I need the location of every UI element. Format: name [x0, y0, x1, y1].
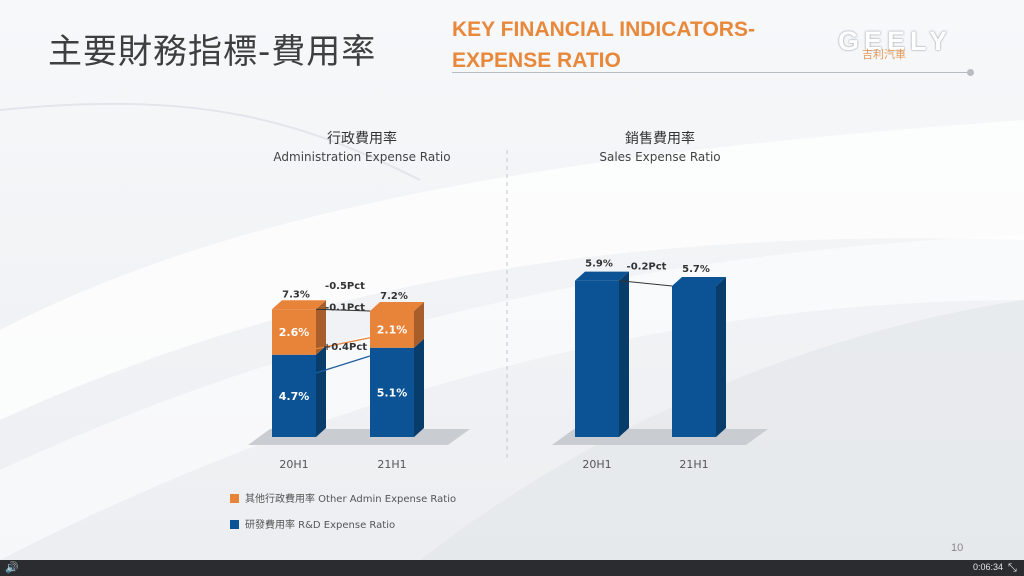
- legend-item-other-admin: 其他行政費用率 Other Admin Expense Ratio: [230, 490, 456, 505]
- chart1-category-1: 21H1: [377, 458, 406, 471]
- chart1-label-other-0: 2.6%: [279, 326, 310, 339]
- chart1-bar-rd-1-front: [370, 347, 414, 437]
- chart1-category-0: 20H1: [279, 458, 308, 471]
- legend-swatch-orange: [230, 494, 239, 503]
- chart1-bar-other-1-front: [370, 311, 414, 348]
- chart2-label-1: 5.7%: [682, 264, 710, 275]
- page-title-english-line2: EXPENSE RATIO: [452, 49, 621, 72]
- chart2-bar-0-front: [575, 280, 619, 437]
- chart2-bar-1-front: [672, 285, 716, 437]
- chart1-subtitle: Administration Expense Ratio: [273, 150, 450, 164]
- speaker-icon[interactable]: 🔊: [5, 561, 19, 574]
- chart2-connector: [618, 280, 673, 287]
- player-control-bar: 🔊 0:06:34 ⤡: [0, 560, 1024, 576]
- chart1-bar-other-0-side: [316, 300, 326, 355]
- playback-time: 0:06:34: [973, 562, 1004, 572]
- chart1-bar-other-1-top: [370, 302, 424, 311]
- chart2-bar-0-side: [619, 271, 629, 437]
- legend-label-rd: 研發費用率 R&D Expense Ratio: [245, 520, 396, 531]
- chart1-change-rd: +0.4Pct: [323, 342, 367, 353]
- chart1-title: 行政費用率: [327, 130, 397, 147]
- chart2-bar-0-top: [575, 271, 629, 281]
- legend-item-rd: 研發費用率 R&D Expense Ratio: [230, 516, 395, 531]
- chart1-bar-other-0-front: [272, 309, 316, 355]
- fullscreen-icon[interactable]: ⤡: [1008, 561, 1017, 574]
- geely-logo: GEELY: [838, 26, 953, 56]
- chart1-bar-other-0-top: [272, 300, 326, 310]
- chart2-category-0: 20H1: [582, 458, 611, 471]
- chart2-bar-1-side: [716, 276, 726, 437]
- page-number: 10: [951, 542, 964, 554]
- chart2-subtitle: Sales Expense Ratio: [599, 150, 720, 164]
- chart1-connector-rd: [315, 355, 371, 374]
- title-underline: [452, 72, 970, 73]
- chart1-label-other-1: 2.1%: [377, 323, 408, 336]
- chart1-bar-rd-0-side: [316, 345, 326, 437]
- chart2-label-0: 5.9%: [585, 259, 613, 270]
- chart1-label-rd-0: 4.7%: [279, 390, 310, 403]
- chart1-label-rd-1: 5.1%: [377, 386, 408, 399]
- legend-label-other-admin: 其他行政費用率 Other Admin Expense Ratio: [245, 494, 457, 505]
- chart1-change-total: -0.1Pct: [325, 302, 365, 313]
- chart1-label-total-0: 7.3%: [282, 289, 310, 300]
- legend-swatch-blue: [230, 520, 239, 529]
- chart2-category-1: 21H1: [679, 458, 708, 471]
- slide: 主要財務指標-費用率 KEY FINANCIAL INDICATORS- EXP…: [0, 0, 1024, 560]
- page-title-english-line1: KEY FINANCIAL INDICATORS-: [452, 18, 755, 41]
- chart1-change-other: -0.5Pct: [325, 281, 365, 292]
- page-title-chinese: 主要財務指標-費用率: [48, 32, 377, 72]
- chart2-change: -0.2Pct: [627, 262, 667, 273]
- charts-area: 4.7% 2.6% 7.3% 20H1 5.1% 2.1% 7.2% 21H1 -0.1Pct -…: [248, 130, 768, 471]
- chart1-connector-other: [315, 337, 371, 350]
- chart1-connector-total: [315, 308, 371, 312]
- title-underline-dot: [967, 69, 974, 76]
- background-swooshes: [0, 0, 1024, 560]
- chart2-bar-1-top: [672, 276, 726, 286]
- page-title-english: KEY FINANCIAL INDICATORS- EXPENSE RATIO: [452, 14, 832, 76]
- chart1-label-total-1: 7.2%: [380, 291, 408, 302]
- chart1-bar-rd-1-side: [414, 338, 424, 437]
- chart2-title: 銷售費用率: [625, 130, 695, 147]
- geely-logo-subtext: 吉利汽車: [862, 49, 906, 61]
- chart1-bar-rd-0-front: [272, 354, 316, 437]
- chart1-bar-other-1-side: [414, 302, 424, 348]
